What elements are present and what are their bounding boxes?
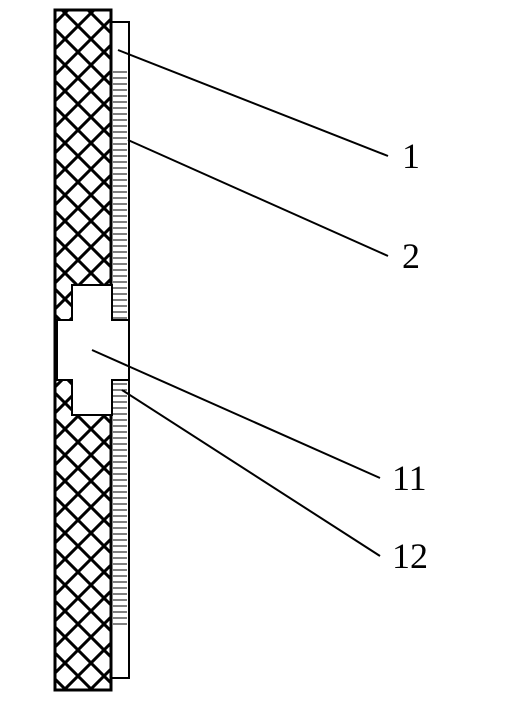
leader-ld12 — [122, 390, 380, 556]
label-11: 11 — [392, 458, 427, 498]
label-1: 1 — [402, 136, 420, 176]
label-2: 2 — [402, 236, 420, 276]
leader-ld2 — [128, 140, 388, 256]
label-12: 12 — [392, 536, 428, 576]
leader-ld1 — [118, 50, 388, 156]
leader-ld11 — [92, 350, 380, 478]
